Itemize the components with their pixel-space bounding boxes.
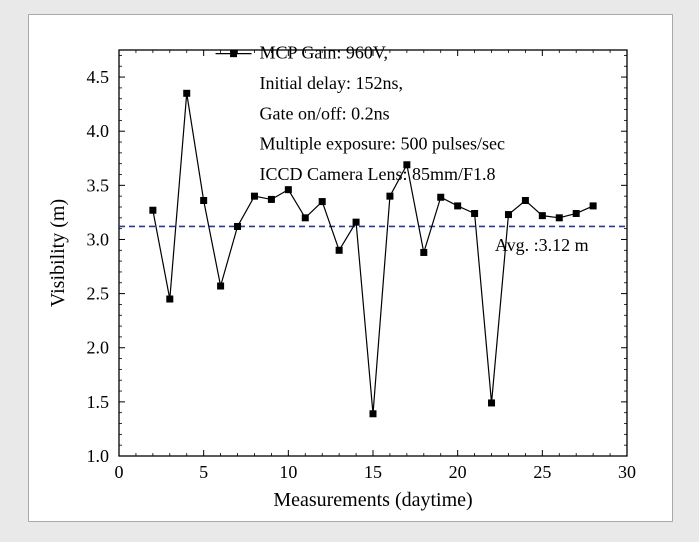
y-tick-label: 4.5 <box>87 67 110 87</box>
y-tick-label: 4.0 <box>87 121 110 141</box>
series-marker <box>268 196 275 203</box>
series-marker <box>488 399 495 406</box>
series-marker <box>420 249 427 256</box>
series-marker <box>319 198 326 205</box>
series-marker <box>590 202 597 209</box>
series-marker <box>370 410 377 417</box>
series-marker <box>505 211 512 218</box>
chart-svg: 0 5 10 15 20 25 30 Measurements (daytime) 1.0 1.5… <box>0 0 699 542</box>
y-tick-label: 3.5 <box>87 175 110 195</box>
avg-label: Avg. :3.12 m <box>495 235 589 255</box>
series-marker <box>454 202 461 209</box>
series-marker <box>471 210 478 217</box>
series-marker <box>234 223 241 230</box>
y-tick-label: 1.5 <box>87 392 110 412</box>
series-marker <box>285 186 292 193</box>
legend-sample-marker <box>230 50 237 57</box>
x-tick-label: 15 <box>364 462 382 482</box>
series-marker <box>539 212 546 219</box>
series-marker <box>217 283 224 290</box>
y-tick-label: 1.0 <box>87 446 110 466</box>
x-tick-label: 25 <box>533 462 551 482</box>
series-marker <box>386 193 393 200</box>
x-tick-label: 20 <box>449 462 467 482</box>
series-marker <box>166 296 173 303</box>
series-marker <box>251 193 258 200</box>
legend-line: Initial delay: 152ns, <box>260 73 403 93</box>
y-tick-label: 2.0 <box>87 338 110 358</box>
x-tick-label: 10 <box>279 462 297 482</box>
legend-line: Multiple exposure: 500 pulses/sec <box>260 134 505 154</box>
page-root: 0 5 10 15 20 25 30 Measurements (daytime) 1.0 1.5… <box>0 0 699 542</box>
legend-line: ICCD Camera Lens: 85mm/F1.8 <box>260 164 496 184</box>
series-marker <box>522 197 529 204</box>
legend-line: MCP Gain: 960V, <box>260 43 389 63</box>
x-axis-title: Measurements (daytime) <box>273 489 472 511</box>
x-tick-label: 5 <box>199 462 208 482</box>
y-tick-label: 3.0 <box>87 229 110 249</box>
series-marker <box>183 90 190 97</box>
legend-line: Gate on/off: 0.2ns <box>260 103 390 123</box>
x-tick-label: 30 <box>618 462 636 482</box>
series-marker <box>556 214 563 221</box>
y-tick-label: 2.5 <box>87 284 110 304</box>
series-marker <box>437 194 444 201</box>
series-marker <box>302 214 309 221</box>
x-tick-label: 0 <box>115 462 124 482</box>
y-axis-title: Visibility (m) <box>47 199 69 307</box>
series-marker <box>353 219 360 226</box>
series-marker <box>200 197 207 204</box>
series-marker <box>336 247 343 254</box>
series-marker <box>573 210 580 217</box>
series-marker <box>149 207 156 214</box>
